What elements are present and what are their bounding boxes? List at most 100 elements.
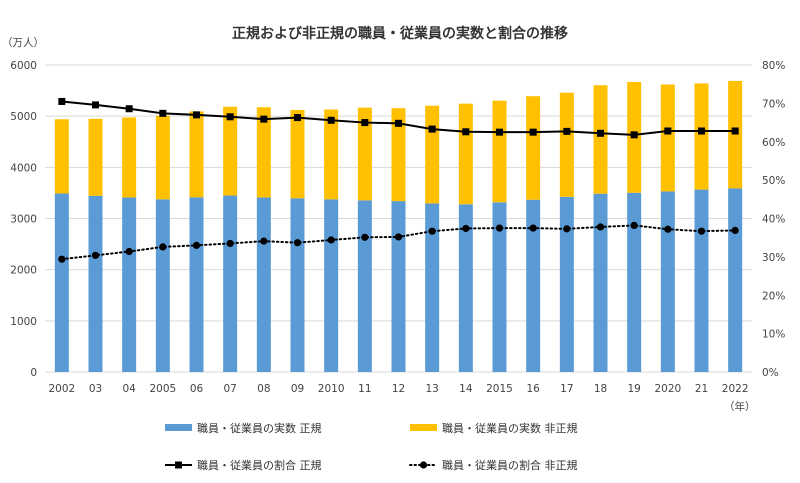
y-left-tick-label: 6000 [10, 60, 37, 72]
legend-label: 職員・従業員の実数 非正規 [442, 421, 578, 435]
marker-circle [327, 236, 335, 244]
x-tick-label: 14 [459, 383, 473, 395]
y-left-tick-label: 5000 [10, 111, 37, 123]
x-tick-label: 16 [526, 383, 540, 395]
y-left-tick-label: 3000 [10, 214, 37, 226]
bar-regular [458, 204, 473, 372]
x-tick-label: 07 [223, 383, 236, 395]
bar-nonregular [526, 96, 541, 200]
bar-nonregular [256, 107, 271, 198]
marker-circle [529, 224, 537, 232]
marker-square [294, 114, 301, 122]
bar-nonregular [122, 117, 137, 198]
marker-square [226, 113, 234, 121]
x-tick-label: 2010 [318, 383, 345, 395]
marker-square [260, 115, 268, 123]
marker-circle [91, 251, 100, 259]
marker-circle [563, 225, 571, 233]
y-left-axis: 0 1000 2000 3000 4000 5000 6000 [10, 60, 37, 379]
x-tick-label: 11 [358, 383, 371, 395]
x-tick-label: 2022 [722, 383, 749, 395]
x-tick-label: 21 [695, 383, 708, 395]
bar-nonregular [223, 106, 238, 196]
marker-square [125, 105, 133, 113]
bar-regular [189, 197, 204, 372]
bar-nonregular [593, 85, 608, 194]
bars [54, 80, 743, 372]
bar-regular [88, 195, 103, 372]
y-right-tick-label: 40% [762, 214, 785, 226]
bar-nonregular [728, 80, 743, 189]
bar-regular [223, 195, 238, 372]
marker-circle [361, 233, 369, 241]
bar-regular [256, 197, 271, 372]
x-tick-label: 18 [594, 383, 607, 395]
marker-square [92, 101, 99, 109]
marker-square [630, 131, 638, 139]
legend-marker-circle [419, 461, 428, 469]
marker-circle [125, 247, 133, 256]
y-right-tick-label: 20% [762, 290, 785, 302]
marker-square [395, 119, 402, 127]
legend-swatch [410, 424, 437, 431]
marker-circle [495, 224, 504, 232]
marker-circle [260, 237, 268, 245]
y-right-tick-label: 50% [762, 175, 785, 187]
bar-nonregular [54, 119, 69, 194]
bar-regular [391, 201, 406, 372]
marker-square [327, 116, 335, 124]
marker-circle [428, 227, 436, 235]
y-left-tick-label: 4000 [10, 162, 37, 174]
bar-nonregular [391, 108, 406, 202]
marker-square [664, 127, 672, 135]
marker-square [193, 111, 200, 119]
x-tick-label: 12 [392, 383, 405, 395]
y-right-tick-label: 10% [762, 329, 785, 341]
y-right-tick-label: 30% [762, 252, 785, 264]
bar-regular [290, 198, 305, 372]
bar-nonregular [155, 115, 170, 200]
legend-label: 職員・従業員の実数 正規 [197, 421, 322, 435]
bar-nonregular [559, 92, 574, 197]
bar-nonregular [660, 84, 675, 192]
marker-circle [697, 227, 706, 235]
bar-regular [122, 197, 137, 372]
marker-square [597, 129, 604, 137]
y-right-tick-label: 80% [762, 60, 785, 72]
bar-regular [559, 196, 574, 372]
bar-regular [54, 193, 69, 372]
y-right-axis: 0% 10% 20% 30% 40% 50% 60% 70% 80% [762, 60, 785, 379]
marker-circle [58, 255, 66, 263]
x-unit: （年） [724, 400, 756, 413]
marker-circle [159, 243, 167, 251]
lines [58, 97, 739, 263]
y-left-tick-label: 2000 [10, 265, 37, 277]
bar-nonregular [290, 109, 305, 199]
legend-label: 職員・従業員の割合 正規 [197, 458, 322, 472]
x-tick-label: 03 [89, 383, 102, 395]
marker-square [159, 109, 167, 117]
marker-square [698, 127, 705, 135]
bar-nonregular [324, 109, 339, 200]
marker-square [563, 127, 571, 135]
bar-nonregular [458, 103, 473, 205]
marker-square [58, 97, 66, 105]
bar-regular [627, 192, 642, 372]
y-right-tick-label: 0% [762, 367, 779, 379]
bar-nonregular [357, 107, 372, 201]
bar-regular [694, 189, 709, 372]
x-tick-label: 2020 [654, 383, 681, 395]
bar-regular [425, 203, 440, 372]
x-tick-label: 19 [627, 383, 640, 395]
y-left-tick-label: 0 [30, 367, 37, 379]
bar-regular [492, 202, 507, 372]
legend-label: 職員・従業員の割合 非正規 [442, 458, 578, 472]
bar-regular [728, 188, 743, 372]
marker-square [731, 127, 739, 135]
bar-regular [155, 199, 170, 372]
bar-regular [660, 191, 675, 372]
y-left-unit: （万人） [2, 37, 44, 49]
y-right-tick-label: 70% [762, 98, 785, 110]
legend-swatch [165, 424, 192, 431]
